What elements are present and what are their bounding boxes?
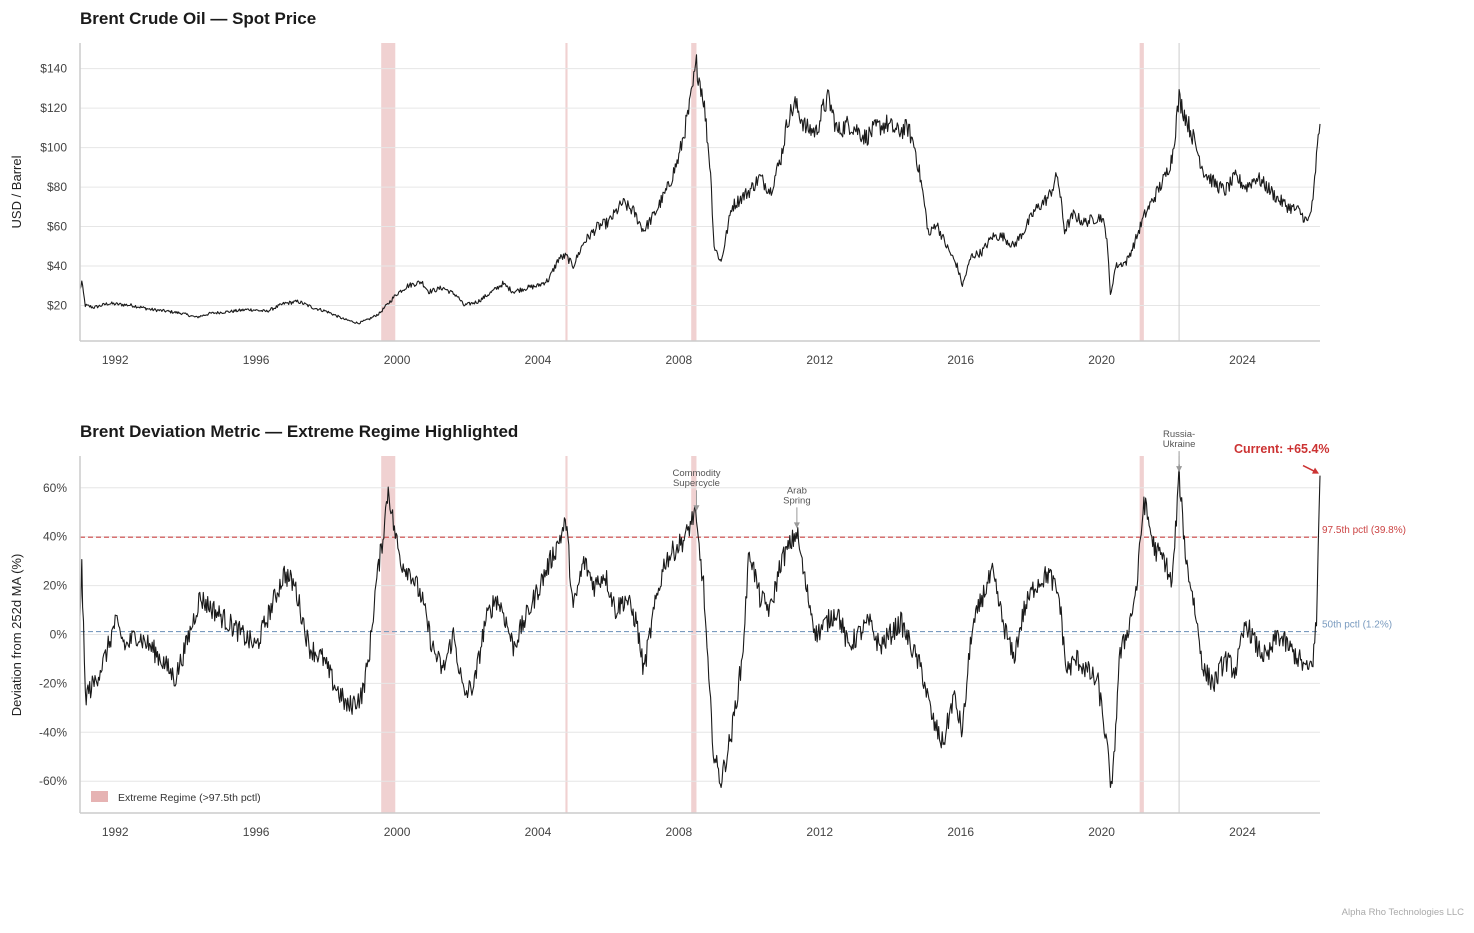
annotation-text: Russia- bbox=[1163, 429, 1195, 440]
y-tick-label: 60% bbox=[43, 481, 67, 495]
deviation-y-ticks: -60% -40% -20% 0% 20% 40% 60% bbox=[39, 481, 67, 788]
x-tick-label: 2008 bbox=[666, 825, 693, 839]
regime-band bbox=[381, 43, 396, 341]
annotation-text: Spring bbox=[783, 495, 810, 506]
x-tick-label: 2012 bbox=[806, 825, 833, 839]
current-value-callout: Current: +65.4% bbox=[1234, 442, 1330, 474]
y-tick-label: $60 bbox=[47, 220, 67, 234]
x-tick-label: 2004 bbox=[525, 353, 552, 367]
x-tick-label: 2000 bbox=[384, 825, 411, 839]
series-line bbox=[79, 54, 1321, 325]
x-tick-label: 2016 bbox=[947, 825, 974, 839]
x-tick-label: 2024 bbox=[1229, 825, 1256, 839]
y-tick-label: -20% bbox=[39, 676, 67, 690]
deviation-axes bbox=[79, 456, 1320, 814]
x-tick-label: 2020 bbox=[1088, 825, 1115, 839]
y-tick-label: 0% bbox=[50, 628, 68, 642]
deviation-reference-lines: 97.5th pctl (39.8%) 50th pctl (1.2%) bbox=[80, 525, 1406, 633]
y-tick-label: $140 bbox=[40, 62, 67, 76]
y-tick-label: -60% bbox=[39, 774, 67, 788]
x-tick-label: 2004 bbox=[525, 825, 552, 839]
price-regime-shading bbox=[381, 43, 1144, 341]
series-line bbox=[79, 464, 1321, 789]
price-y-ticks: $20 $40 $60 $80 $100 $120 $140 bbox=[40, 62, 67, 313]
x-tick-label: 1992 bbox=[102, 353, 129, 367]
deviation-gridlines bbox=[80, 487, 1320, 782]
deviation-chart-title: Brent Deviation Metric — Extreme Regime … bbox=[80, 422, 518, 441]
annotation-arrowhead bbox=[1176, 466, 1183, 473]
y-tick-label: $20 bbox=[47, 298, 67, 312]
deviation-panel: Brent Deviation Metric — Extreme Regime … bbox=[9, 422, 1406, 839]
annotation-text: Commodity bbox=[672, 468, 720, 479]
x-tick-label: 1996 bbox=[243, 353, 270, 367]
price-y-axis-label: USD / Barrel bbox=[9, 155, 24, 228]
annotation-arrowhead bbox=[693, 505, 700, 512]
legend-label: Extreme Regime (>97.5th pctl) bbox=[118, 792, 261, 804]
reference-line-label: 50th pctl (1.2%) bbox=[1322, 620, 1392, 631]
reference-line-label: 97.5th pctl (39.8%) bbox=[1322, 525, 1406, 536]
current-value-label: Current: +65.4% bbox=[1234, 442, 1330, 456]
annotation-text: Supercycle bbox=[673, 478, 720, 489]
price-gridlines bbox=[80, 68, 1320, 306]
legend-swatch bbox=[91, 791, 108, 802]
x-tick-label: 2020 bbox=[1088, 353, 1115, 367]
annotation-arrowhead bbox=[793, 522, 800, 529]
x-tick-label: 2008 bbox=[666, 353, 693, 367]
x-tick-label: 2000 bbox=[384, 353, 411, 367]
x-tick-label: 1992 bbox=[102, 825, 129, 839]
regime-band bbox=[691, 43, 697, 341]
y-tick-label: -40% bbox=[39, 725, 67, 739]
y-tick-label: $80 bbox=[47, 180, 67, 194]
annotation-text: Ukraine bbox=[1163, 439, 1196, 450]
y-tick-label: $40 bbox=[47, 259, 67, 273]
current-value-arrowhead bbox=[1312, 467, 1319, 474]
annotation-text: Arab bbox=[787, 485, 807, 496]
x-tick-label: 1996 bbox=[243, 825, 270, 839]
y-tick-label: $100 bbox=[40, 141, 67, 155]
deviation-series bbox=[79, 464, 1321, 789]
x-tick-label: 2016 bbox=[947, 353, 974, 367]
price-panel: Brent Crude Oil — Spot Price USD / Barre… bbox=[9, 9, 1321, 367]
y-tick-label: $120 bbox=[40, 101, 67, 115]
deviation-x-ticks: 1992 1996 2000 2004 2008 2012 2016 2020 2024 bbox=[102, 825, 1256, 839]
price-series bbox=[79, 54, 1321, 325]
x-tick-label: 2024 bbox=[1229, 353, 1256, 367]
price-axes bbox=[79, 43, 1320, 342]
regime-band bbox=[1139, 43, 1144, 341]
legend: Extreme Regime (>97.5th pctl) bbox=[91, 791, 261, 804]
regime-band bbox=[565, 43, 568, 341]
footer-credit: Alpha Rho Technologies LLC bbox=[1341, 907, 1464, 918]
price-chart-title: Brent Crude Oil — Spot Price bbox=[80, 9, 316, 28]
price-x-ticks: 1992 1996 2000 2004 2008 2012 2016 2020 2024 bbox=[102, 353, 1256, 367]
y-tick-label: 40% bbox=[43, 530, 67, 544]
x-tick-label: 2012 bbox=[806, 353, 833, 367]
deviation-y-axis-label: Deviation from 252d MA (%) bbox=[9, 554, 24, 717]
y-tick-label: 20% bbox=[43, 579, 67, 593]
